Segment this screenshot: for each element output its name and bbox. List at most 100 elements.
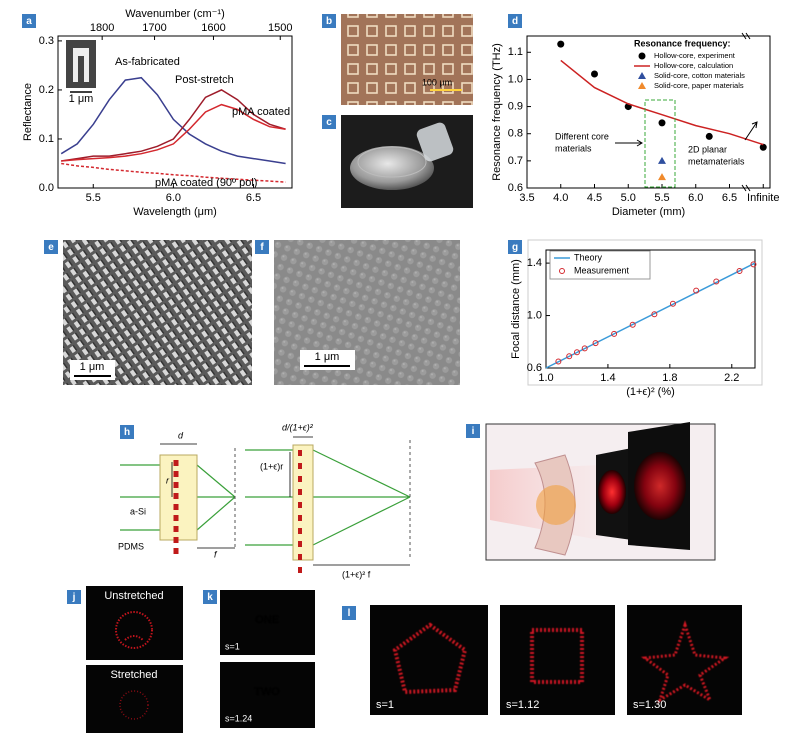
pdms-2 [292,444,314,561]
scale-bar-label: 1 μm [315,351,340,363]
x2-tick-label: 1800 [90,22,114,34]
panel-label: a [26,16,32,27]
diagram-label: d [178,430,184,440]
diagram-label: a-Si [130,506,146,516]
panel-label-box [342,606,356,620]
series-annotation: As-fabricated [115,56,180,68]
point [611,330,618,337]
image-caption: s=1.12 [506,699,539,711]
spot-1 [598,470,626,514]
panel-label: d [512,16,518,27]
y-axis-label: Resonance frequency (THz) [491,43,503,181]
point [736,267,743,274]
coin [350,146,434,190]
series-line [61,103,286,162]
y-tick-label: 0.2 [39,84,54,96]
point [629,321,636,328]
diagram-label: r [166,475,170,485]
y-axis-label: Reflectance [22,83,34,141]
point [573,349,580,356]
x-axis-label: Diameter (mm) [612,206,685,218]
y-axis-label: Focal distance (mm) [510,259,522,359]
focused-rays-2 [312,449,411,546]
x-tick-label: 2.2 [724,372,739,384]
point [669,300,676,307]
legend-label: Measurement [574,265,630,275]
x2-tick-label: 1700 [142,22,166,34]
point [658,173,666,181]
diagram-label: d/(1+ϵ)² [282,422,314,432]
panel-label-box [120,425,134,439]
panel-label: f [260,242,264,253]
diagram-label: (1+ϵ)r [260,461,283,471]
series-line [61,162,286,183]
series-annotation: Post-stretch [175,74,234,86]
x2-axis-label: Wavenumber (cm⁻¹) [125,8,225,20]
panel-label: g [512,242,518,253]
image-caption: s=1.30 [633,699,666,711]
series-annotation: pMA coated (90º pol) [155,177,257,189]
panel-label: h [124,427,130,438]
projected-word: ONE [255,614,279,626]
point [581,345,588,352]
scale-bar-label: 100 μm [422,77,452,87]
y-tick-label: 1.1 [508,46,523,58]
annotation: Different core [555,131,609,141]
highlight-box [644,99,676,188]
point [591,70,598,78]
frown [124,635,144,641]
x-tick-label: 6.0 [166,192,181,204]
pentagon [392,622,468,695]
y-tick-label: 0.3 [39,35,54,47]
x-axis-label: (1+ϵ)² (%) [626,386,675,398]
inset-scale-bar: 1 μm [69,93,94,105]
panel-g-frame [527,239,763,386]
y-tick-label: 0.6 [527,362,542,374]
y-tick-label: 0.0 [39,182,54,194]
image-caption: s=1 [376,699,394,711]
image-caption: Unstretched [104,590,163,602]
panel-label: b [326,16,332,27]
x2-tick-label: 1500 [268,22,292,34]
x-tick-label: 6.5 [246,192,261,204]
panel-label-box [44,240,58,254]
legend-swatch [638,52,646,60]
series-line [545,262,756,369]
legend-label: Hollow-core, calculation [654,61,733,70]
x-tick-label: 5.0 [621,192,636,204]
y-tick-label: 0.7 [508,155,523,167]
point [557,40,565,48]
panel-label: c [326,117,332,128]
projected-word: TWO [254,686,280,698]
focused-rays [196,464,236,531]
image-caption: s=1 [225,641,240,651]
point [759,143,767,151]
point [651,311,658,318]
y-tick-label: 1.0 [527,309,542,321]
diagram-h [120,449,411,546]
y-tick-label: 0.6 [508,182,523,194]
micrograph-b [341,14,473,105]
incident-rays-2 [245,449,293,546]
point [658,119,666,127]
panel-label-box [322,14,336,28]
y-tick-label: 1.0 [508,73,523,85]
x-tick-label: 4.5 [587,192,602,204]
plot-frame [526,35,771,189]
x-tick-label: 1.8 [662,372,677,384]
panel-label-box [466,424,480,438]
annotation-arrow [615,121,758,147]
x-tick-label: 1.4 [600,372,615,384]
diagram-label: PDMS [118,541,144,551]
x2-tick-label: 1600 [201,22,225,34]
panel-label: j [72,592,76,603]
image-caption: s=1.24 [225,713,252,723]
square [530,628,584,684]
legend-title: Resonance frequency: [634,38,731,48]
point [705,132,713,140]
inset-image [66,40,96,88]
x-tick-label: 6.5 [722,192,737,204]
panel-label-box [508,14,522,28]
panel-label-box [255,240,269,254]
